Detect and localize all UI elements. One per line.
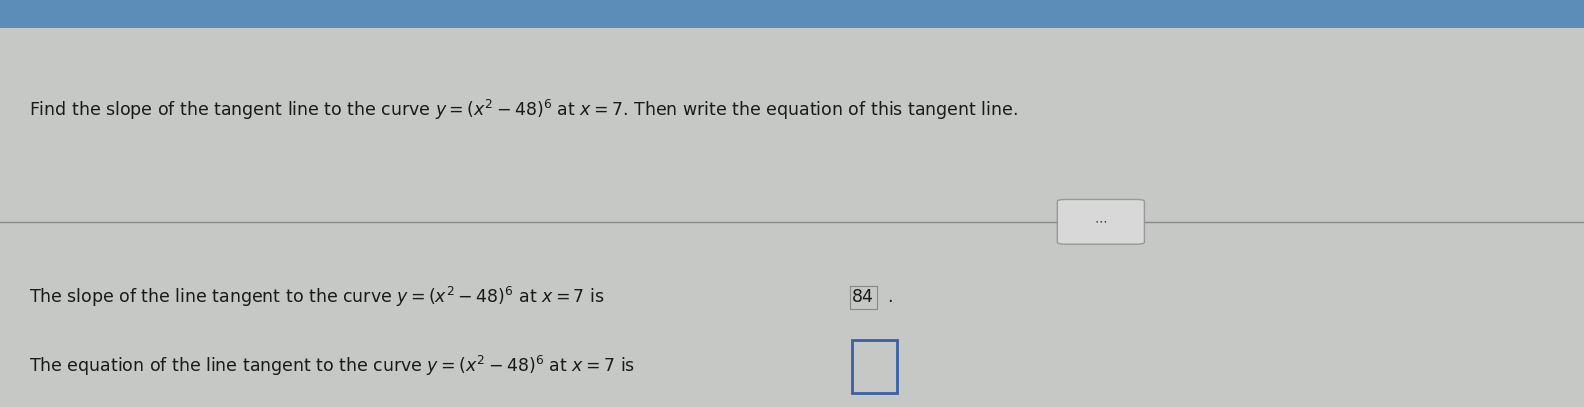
- Text: Find the slope of the tangent line to the curve $y = (x^2 - 48)^6$ at $x = 7$. T: Find the slope of the tangent line to th…: [29, 98, 1017, 122]
- Text: ⋯: ⋯: [1095, 215, 1107, 228]
- FancyBboxPatch shape: [1058, 199, 1145, 244]
- FancyBboxPatch shape: [852, 340, 897, 393]
- Text: 84: 84: [852, 288, 874, 306]
- Text: .: .: [887, 288, 892, 306]
- Text: The slope of the line tangent to the curve $y = (x^2 - 48)^6$ at $x = 7$ is: The slope of the line tangent to the cur…: [29, 285, 605, 309]
- Text: The equation of the line tangent to the curve $y = (x^2 - 48)^6$ at $x = 7$ is: The equation of the line tangent to the …: [29, 354, 635, 379]
- Bar: [0, 0, 1584, 28]
